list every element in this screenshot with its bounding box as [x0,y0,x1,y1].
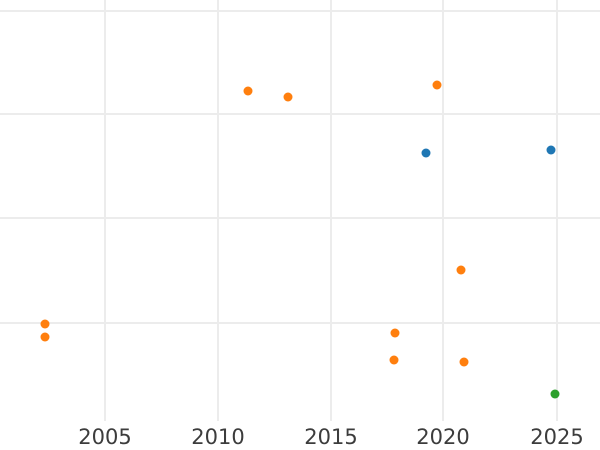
x-tick-label: 2020 [416,425,470,449]
data-point-orange-series [456,265,466,275]
gridline-horizontal [0,217,600,219]
data-point-blue-series [421,148,431,158]
data-point-orange-series [243,86,253,96]
gridline-horizontal [0,322,600,324]
gridline-vertical [330,0,332,421]
data-point-orange-series [40,319,50,329]
data-point-blue-series [546,145,556,155]
gridline-horizontal [0,10,600,12]
data-point-orange-series [389,355,399,365]
x-tick-label: 2015 [304,425,358,449]
x-tick-label: 2010 [191,425,245,449]
data-point-orange-series [459,357,469,367]
gridline-horizontal [0,113,600,115]
data-point-orange-series [283,92,293,102]
x-tick-label: 2005 [78,425,132,449]
gridline-vertical [104,0,106,421]
gridline-vertical [217,0,219,421]
data-point-orange-series [390,328,400,338]
gridline-vertical [556,0,558,421]
x-tick-label: 2025 [530,425,584,449]
gridline-vertical [442,0,444,421]
data-point-green-series [550,389,560,399]
data-point-orange-series [40,332,50,342]
data-point-orange-series [432,80,442,90]
